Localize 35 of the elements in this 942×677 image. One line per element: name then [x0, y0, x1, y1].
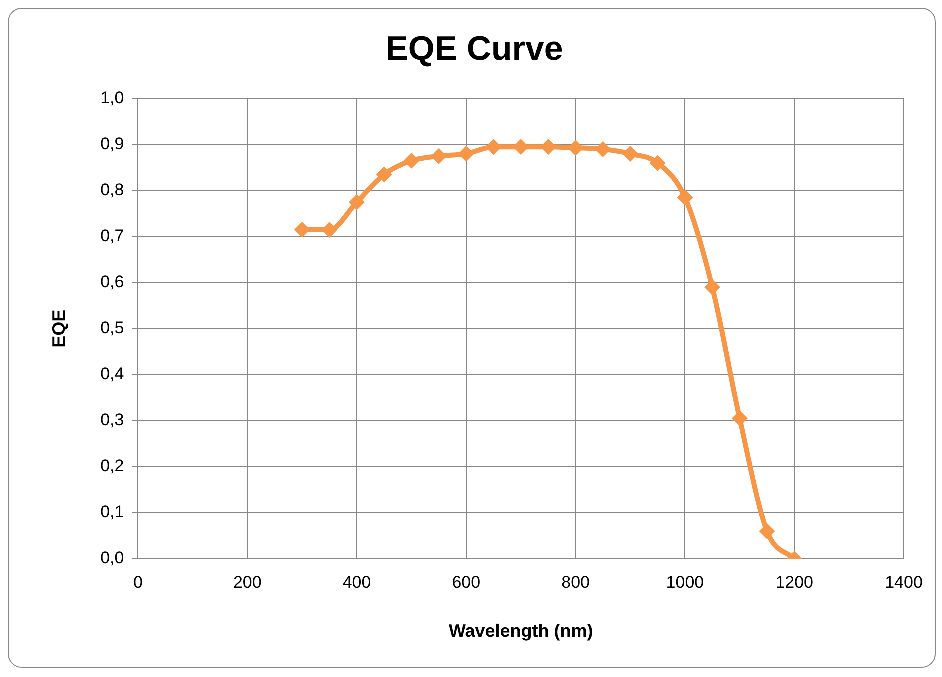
- y-tick-label: 0,8: [100, 180, 124, 200]
- y-tick-label: 0,0: [100, 548, 124, 568]
- point: [376, 166, 392, 183]
- point: [349, 194, 366, 210]
- x-tick-label: 400: [342, 572, 372, 592]
- point: [568, 140, 584, 156]
- x-tick-label: 1000: [666, 572, 704, 592]
- y-tick-label: 0,3: [100, 410, 124, 430]
- x-tick-label: 800: [562, 572, 590, 592]
- point: [704, 279, 721, 296]
- x-tick-label: 0: [134, 572, 143, 592]
- y-tick-label: 0,1: [100, 502, 124, 522]
- point: [650, 155, 666, 172]
- point: [458, 146, 474, 162]
- x-tick-label: 1400: [885, 572, 923, 592]
- point: [759, 523, 776, 540]
- y-tick-label: 1,0: [100, 88, 124, 108]
- y-tick-label: 0,9: [100, 134, 124, 154]
- point: [431, 148, 448, 164]
- y-tick-label: 0,5: [100, 318, 124, 338]
- x-tick-label: 600: [452, 572, 481, 592]
- point: [677, 190, 694, 206]
- x-tick-label: 200: [233, 572, 262, 592]
- point: [622, 146, 639, 162]
- y-tick-label: 0,6: [100, 272, 124, 292]
- x-tick-label: 1200: [776, 572, 814, 592]
- point: [732, 410, 748, 427]
- y-axis-title: EQE: [48, 310, 69, 348]
- y-tick-label: 0,7: [100, 226, 124, 246]
- point: [404, 152, 420, 169]
- y-tick-label: 0,2: [100, 456, 124, 476]
- x-axis-title: Wavelength (nm): [448, 621, 594, 642]
- point: [595, 141, 612, 158]
- y-tick-label: 0,4: [100, 364, 124, 384]
- chart-title: EQE Curve: [386, 30, 564, 68]
